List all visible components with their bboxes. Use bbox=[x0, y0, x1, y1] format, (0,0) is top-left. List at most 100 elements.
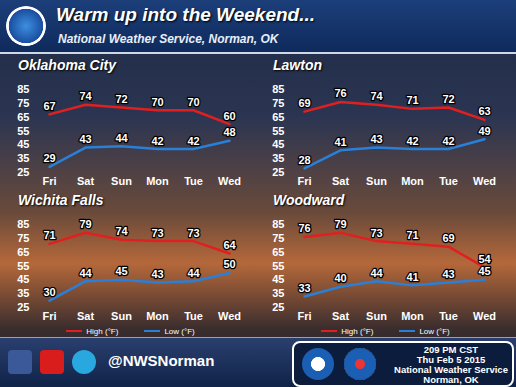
svg-text:Wed: Wed bbox=[473, 175, 496, 187]
svg-text:73: 73 bbox=[370, 227, 382, 239]
svg-text:76: 76 bbox=[298, 222, 310, 234]
svg-text:35: 35 bbox=[17, 152, 29, 164]
svg-text:Fri: Fri bbox=[42, 310, 56, 322]
svg-text:72: 72 bbox=[115, 93, 127, 105]
svg-text:74: 74 bbox=[79, 90, 92, 102]
svg-text:85: 85 bbox=[17, 218, 29, 230]
svg-text:85: 85 bbox=[17, 83, 29, 95]
svg-text:Tue: Tue bbox=[184, 175, 203, 187]
svg-text:75: 75 bbox=[17, 232, 29, 244]
svg-text:49: 49 bbox=[478, 125, 490, 137]
svg-text:79: 79 bbox=[334, 218, 346, 230]
svg-text:Sat: Sat bbox=[332, 310, 349, 322]
svg-text:42: 42 bbox=[151, 135, 163, 147]
svg-text:73: 73 bbox=[187, 227, 199, 239]
svg-text:Tue: Tue bbox=[439, 310, 458, 322]
svg-text:65: 65 bbox=[17, 111, 29, 123]
svg-text:Mon: Mon bbox=[401, 175, 424, 187]
svg-text:Mon: Mon bbox=[146, 310, 169, 322]
svg-text:42: 42 bbox=[406, 135, 418, 147]
svg-text:50: 50 bbox=[223, 258, 235, 270]
svg-text:40: 40 bbox=[334, 272, 346, 284]
svg-text:71: 71 bbox=[43, 229, 55, 241]
svg-text:Fri: Fri bbox=[42, 175, 56, 187]
svg-text:65: 65 bbox=[272, 111, 284, 123]
svg-text:Tue: Tue bbox=[439, 175, 458, 187]
svg-text:74: 74 bbox=[370, 90, 383, 102]
svg-text:Wed: Wed bbox=[473, 310, 496, 322]
svg-text:43: 43 bbox=[370, 133, 382, 145]
svg-text:42: 42 bbox=[442, 135, 454, 147]
svg-text:30: 30 bbox=[43, 286, 55, 298]
svg-text:48: 48 bbox=[223, 126, 235, 138]
svg-text:41: 41 bbox=[334, 136, 346, 148]
svg-text:45: 45 bbox=[17, 138, 29, 150]
svg-text:33: 33 bbox=[298, 282, 310, 294]
svg-text:69: 69 bbox=[442, 232, 454, 244]
svg-text:55: 55 bbox=[272, 125, 284, 137]
svg-text:44: 44 bbox=[370, 267, 383, 279]
svg-text:Wed: Wed bbox=[218, 175, 241, 187]
svg-text:42: 42 bbox=[187, 135, 199, 147]
svg-text:Sat: Sat bbox=[77, 310, 94, 322]
svg-text:Mon: Mon bbox=[401, 310, 424, 322]
svg-text:60: 60 bbox=[223, 110, 235, 122]
svg-text:29: 29 bbox=[43, 152, 55, 164]
svg-text:55: 55 bbox=[17, 125, 29, 137]
svg-text:55: 55 bbox=[272, 260, 284, 272]
svg-text:Sun: Sun bbox=[111, 310, 132, 322]
svg-text:Tue: Tue bbox=[184, 310, 203, 322]
svg-text:65: 65 bbox=[17, 246, 29, 258]
svg-text:74: 74 bbox=[115, 225, 128, 237]
svg-text:75: 75 bbox=[272, 97, 284, 109]
svg-text:64: 64 bbox=[223, 239, 236, 251]
svg-text:25: 25 bbox=[272, 166, 284, 178]
svg-text:43: 43 bbox=[79, 133, 91, 145]
svg-text:70: 70 bbox=[187, 96, 199, 108]
svg-text:69: 69 bbox=[298, 97, 310, 109]
svg-text:Wed: Wed bbox=[218, 310, 241, 322]
svg-text:43: 43 bbox=[442, 268, 454, 280]
svg-text:44: 44 bbox=[79, 267, 92, 279]
svg-text:45: 45 bbox=[17, 273, 29, 285]
svg-text:35: 35 bbox=[272, 287, 284, 299]
svg-text:25: 25 bbox=[272, 301, 284, 313]
svg-text:55: 55 bbox=[17, 260, 29, 272]
svg-text:28: 28 bbox=[298, 154, 310, 166]
svg-text:79: 79 bbox=[79, 218, 91, 230]
svg-text:76: 76 bbox=[334, 87, 346, 99]
svg-text:Sat: Sat bbox=[77, 175, 94, 187]
svg-text:71: 71 bbox=[406, 94, 418, 106]
svg-text:25: 25 bbox=[17, 166, 29, 178]
svg-text:73: 73 bbox=[151, 227, 163, 239]
svg-text:Sat: Sat bbox=[332, 175, 349, 187]
svg-text:41: 41 bbox=[406, 271, 418, 283]
svg-text:71: 71 bbox=[406, 229, 418, 241]
svg-text:75: 75 bbox=[17, 97, 29, 109]
svg-text:44: 44 bbox=[187, 267, 200, 279]
svg-text:Sun: Sun bbox=[111, 175, 132, 187]
svg-text:25: 25 bbox=[17, 301, 29, 313]
svg-text:85: 85 bbox=[272, 83, 284, 95]
svg-text:Sun: Sun bbox=[366, 310, 387, 322]
svg-text:Sun: Sun bbox=[366, 175, 387, 187]
svg-text:45: 45 bbox=[272, 138, 284, 150]
svg-text:54: 54 bbox=[478, 253, 491, 265]
svg-text:75: 75 bbox=[272, 232, 284, 244]
svg-text:72: 72 bbox=[442, 93, 454, 105]
svg-text:45: 45 bbox=[115, 265, 127, 277]
svg-text:44: 44 bbox=[115, 132, 128, 144]
svg-text:45: 45 bbox=[478, 265, 490, 277]
svg-text:45: 45 bbox=[272, 273, 284, 285]
svg-text:43: 43 bbox=[151, 268, 163, 280]
svg-text:65: 65 bbox=[272, 246, 284, 258]
svg-text:Mon: Mon bbox=[146, 175, 169, 187]
svg-text:63: 63 bbox=[478, 105, 490, 117]
svg-text:35: 35 bbox=[272, 152, 284, 164]
svg-text:Fri: Fri bbox=[297, 310, 311, 322]
svg-text:Fri: Fri bbox=[297, 175, 311, 187]
svg-text:35: 35 bbox=[17, 287, 29, 299]
svg-text:70: 70 bbox=[151, 96, 163, 108]
svg-text:85: 85 bbox=[272, 218, 284, 230]
svg-text:67: 67 bbox=[43, 100, 55, 112]
